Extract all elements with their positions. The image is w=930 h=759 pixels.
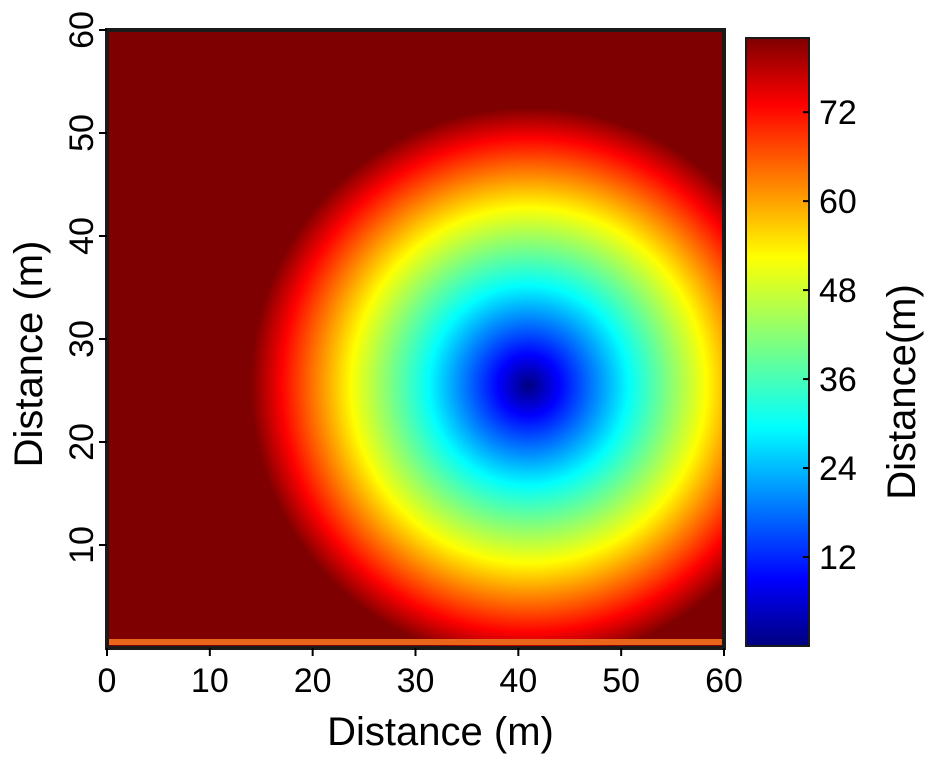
colorbar-tick-label: 60 <box>819 183 857 221</box>
y-tick-label: 40 <box>63 217 101 255</box>
x-tick-label: 50 <box>602 662 640 700</box>
colorbar-tick-label: 24 <box>819 450 857 488</box>
x-tick-label: 0 <box>98 662 117 700</box>
colorbar-tick-label: 48 <box>819 272 857 310</box>
colorbar-tick-label: 72 <box>819 94 857 132</box>
y-tick-label: 20 <box>63 423 101 461</box>
colorbar-label: Distance(m) <box>880 284 924 500</box>
plot-area <box>107 30 724 648</box>
x-axis-label: Distance (m) <box>327 710 554 754</box>
colorbar-ticks: 12 24 36 48 60 72 <box>803 94 857 577</box>
colorbar-tick-label: 12 <box>819 539 857 577</box>
x-tick-label: 60 <box>705 662 743 700</box>
y-tick-label: 30 <box>63 320 101 358</box>
y-tick-label: 60 <box>63 11 101 49</box>
y-axis-label: Distance (m) <box>7 241 51 468</box>
x-tick-label: 40 <box>499 662 537 700</box>
heatmap-bottom-edge <box>107 639 724 645</box>
x-axis-ticks: 0 10 20 30 40 50 60 <box>98 648 743 700</box>
x-tick-label: 30 <box>397 662 435 700</box>
y-axis-ticks: 10 20 30 40 50 60 <box>63 11 107 564</box>
colorbar <box>745 37 810 647</box>
y-tick-label: 10 <box>63 526 101 564</box>
x-tick-label: 20 <box>294 662 332 700</box>
x-tick-label: 10 <box>191 662 229 700</box>
heatmap-distance-field <box>251 107 724 648</box>
colorbar-tick-label: 36 <box>819 361 857 399</box>
y-tick-label: 50 <box>63 114 101 152</box>
